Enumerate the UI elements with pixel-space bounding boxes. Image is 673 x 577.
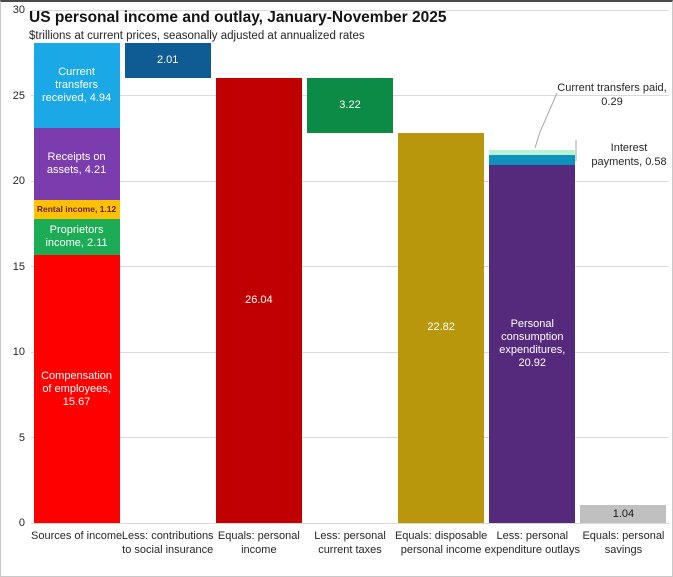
y-axis-tick-label: 10 bbox=[12, 346, 25, 358]
x-axis-label-less-personal-expenditure-outlays: Less: personal expenditure outlays bbox=[484, 530, 580, 556]
y-axis-tick-label: 15 bbox=[12, 260, 25, 273]
x-axis-label-equals-personal-income: Equals: personal income bbox=[217, 530, 300, 556]
bar-segment-personal-income: 26.04 bbox=[215, 77, 302, 523]
chart-subtitle: $trillions at current prices, seasonally… bbox=[29, 30, 365, 42]
y-axis-tick-label: 25 bbox=[12, 89, 25, 102]
annotation-current-transfers-paid: Current transfers paid, 0.29 bbox=[557, 82, 667, 108]
bar-segment-compensation-of-employees: Compensation of employees, 15.67 bbox=[33, 255, 120, 523]
segment-data-label: Compensation of employees, 15.67 bbox=[41, 369, 113, 408]
segment-data-label: Proprietors income, 2.11 bbox=[45, 223, 108, 249]
bar-segment-proprietors-income: Proprietors income, 2.11 bbox=[33, 218, 120, 256]
bar-segment-personal-savings: 1.04 bbox=[580, 505, 667, 523]
y-axis-tick-label: 5 bbox=[18, 431, 25, 444]
x-axis-label-sources-of-income: Sources of income bbox=[31, 530, 123, 542]
bar-segment-disposable-personal-income: 22.82 bbox=[398, 132, 485, 523]
gridline-20 bbox=[31, 180, 669, 182]
segment-data-label: Personal consumption expenditures, 20.92 bbox=[499, 318, 566, 370]
bar-segment-contributions-to-social-insurance: 2.01 bbox=[124, 43, 211, 78]
segment-data-label: 2.01 bbox=[156, 54, 179, 67]
y-axis-tick-label: 0 bbox=[18, 517, 25, 529]
segment-data-label: 3.22 bbox=[339, 98, 361, 111]
segment-data-label: 1.04 bbox=[612, 507, 635, 520]
y-axis-tick-label: 20 bbox=[12, 175, 25, 187]
x-axis-label-equals-disposable-personal-income: Equals: disposable personal income bbox=[394, 530, 488, 556]
segment-data-label: Current transfers received, 4.94 bbox=[42, 66, 112, 105]
segment-data-label: Receipts on assets, 4.21 bbox=[46, 150, 107, 176]
x-axis-label-equals-personal-savings: Equals: personal savings bbox=[582, 530, 665, 556]
bar-segment-current-transfers-paid bbox=[489, 150, 576, 156]
bar-segment-personal-current-taxes: 3.22 bbox=[307, 77, 393, 133]
segment-data-label: 26.04 bbox=[245, 293, 273, 306]
segment-data-label: Rental income, 1.12 bbox=[36, 204, 117, 215]
annotation-interest-payments: Interest payments, 0.58 bbox=[591, 142, 667, 168]
bar-segment-current-transfers-received: Current transfers received, 4.94 bbox=[33, 43, 120, 128]
bar-segment-rental-income: Rental income, 1.12 bbox=[33, 199, 120, 219]
x-axis-label-less-contributions-to-social-insurance: Less: contributions to social insurance bbox=[121, 530, 214, 556]
segment-data-label: 22.82 bbox=[427, 321, 455, 334]
gridline-0 bbox=[31, 522, 669, 524]
bar-segment-interest-payments bbox=[489, 155, 576, 166]
gridline-15 bbox=[31, 266, 669, 267]
bar-segment-receipts-on-assets: Receipts on assets, 4.21 bbox=[33, 127, 120, 200]
gridline-30 bbox=[31, 9, 669, 11]
gridline-5 bbox=[31, 437, 669, 438]
chart-title: US personal income and outlay, January-N… bbox=[29, 9, 447, 26]
bar-segment-personal-consumption-expenditures: Personal consumption expenditures, 20.92 bbox=[489, 165, 576, 523]
gridline-10 bbox=[31, 351, 669, 353]
y-axis-tick-label: 30 bbox=[12, 4, 25, 16]
x-axis-label-less-personal-current-taxes: Less: personal current taxes bbox=[314, 530, 386, 556]
